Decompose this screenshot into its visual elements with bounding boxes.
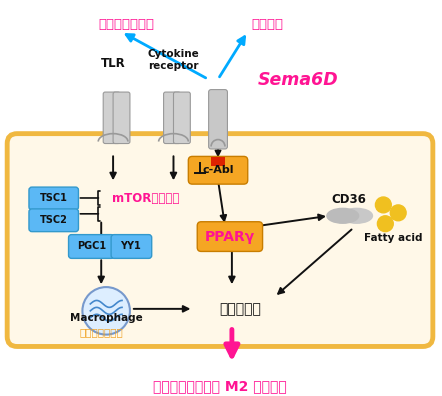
Text: Macrophage: Macrophage [70,313,142,323]
FancyBboxPatch shape [211,157,225,166]
FancyBboxPatch shape [209,89,228,149]
FancyBboxPatch shape [211,167,225,176]
FancyBboxPatch shape [188,156,248,184]
FancyBboxPatch shape [197,222,263,251]
Ellipse shape [341,208,373,223]
Text: 脂質代謝を介した M2 分化制御: 脂質代謝を介した M2 分化制御 [153,379,287,393]
FancyBboxPatch shape [29,187,78,210]
FancyBboxPatch shape [7,133,433,346]
FancyBboxPatch shape [113,92,130,143]
Text: PGC1: PGC1 [77,242,106,251]
Circle shape [375,197,391,213]
Text: TSC2: TSC2 [40,215,68,225]
Ellipse shape [327,208,358,223]
FancyBboxPatch shape [69,234,114,258]
FancyBboxPatch shape [164,92,180,143]
Text: 免疫制御: 免疫制御 [251,18,283,31]
Text: 脂肪酸代謝: 脂肪酸代謝 [219,302,261,316]
Text: CD36: CD36 [331,193,366,206]
Circle shape [390,205,406,221]
Circle shape [377,216,393,232]
Text: 神経ガイダンス: 神経ガイダンス [98,18,154,31]
FancyBboxPatch shape [29,209,78,232]
Text: TSC1: TSC1 [40,193,68,203]
FancyBboxPatch shape [111,234,152,258]
Text: YY1: YY1 [121,242,141,251]
Text: c-Abl: c-Abl [202,165,234,175]
FancyBboxPatch shape [103,92,120,143]
Circle shape [82,287,130,335]
Text: マクロファージ: マクロファージ [80,327,123,337]
Text: PPARγ: PPARγ [205,230,255,244]
Text: Sema6D: Sema6D [258,71,338,89]
Text: Cytokine
receptor: Cytokine receptor [148,50,199,71]
Text: TLR: TLR [101,57,126,70]
FancyBboxPatch shape [173,92,191,143]
Text: Fatty acid: Fatty acid [364,232,423,243]
Text: mTOR複合体１: mTOR複合体１ [112,192,179,205]
